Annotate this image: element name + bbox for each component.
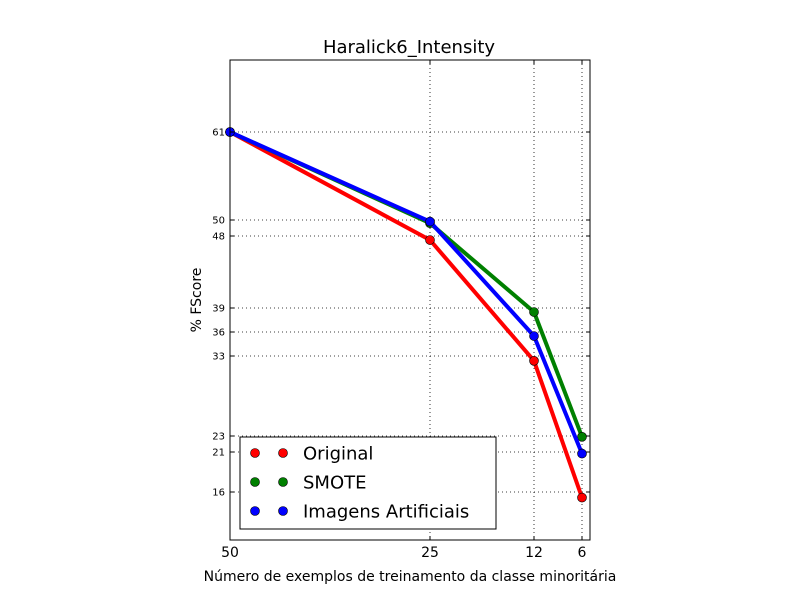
y-tick-label: 39 bbox=[212, 304, 225, 315]
y-tick-label: 33 bbox=[212, 352, 225, 363]
series-imagens-artificiais bbox=[225, 127, 587, 459]
legend-label: Imagens Artificiais bbox=[303, 502, 469, 523]
series-layer bbox=[225, 127, 587, 503]
x-tick-label: 50 bbox=[221, 545, 239, 561]
y-tick-label: 21 bbox=[212, 448, 225, 459]
y-tick-label: 16 bbox=[212, 488, 225, 499]
y-tick-label: 61 bbox=[212, 128, 225, 139]
legend-marker bbox=[278, 448, 288, 458]
legend-label: SMOTE bbox=[303, 473, 367, 494]
legend-item-smote: SMOTE bbox=[250, 473, 367, 494]
y-tick-label: 36 bbox=[212, 328, 225, 339]
legend-item-original: Original bbox=[250, 444, 373, 465]
legend-marker bbox=[278, 477, 288, 487]
plot-border bbox=[229, 59, 591, 541]
legend-label: Original bbox=[303, 444, 373, 465]
legend-entries: Original SMOTE Imagens Artificiais bbox=[250, 444, 469, 523]
data-point-original bbox=[529, 355, 539, 366]
data-point-imagens-artificiais bbox=[529, 331, 539, 341]
legend-marker bbox=[250, 477, 260, 487]
x-tick-label: 6 bbox=[578, 545, 587, 561]
legend-marker bbox=[278, 506, 288, 516]
x-tick-label: 12 bbox=[525, 545, 543, 561]
series-line-imagens-artificiais bbox=[229, 130, 584, 455]
y-axis-label: % FScore bbox=[189, 268, 205, 333]
tick-layer: 61 50 48 39 36 33 23 21 16 50 25 12 6 bbox=[212, 60, 590, 561]
data-point-imagens-artificiais bbox=[577, 448, 587, 459]
data-point-original bbox=[425, 235, 435, 245]
data-point-imagens-artificiais bbox=[425, 216, 435, 227]
legend-marker bbox=[250, 506, 260, 516]
legend: Original SMOTE Imagens Artificiais bbox=[239, 436, 497, 530]
y-tick-label: 23 bbox=[212, 432, 225, 443]
x-axis-label: Número de exemplos de treinamento da cla… bbox=[204, 569, 617, 585]
data-point-original bbox=[577, 492, 587, 503]
y-tick-label: 50 bbox=[212, 216, 225, 227]
x-tick-label: 25 bbox=[421, 545, 439, 561]
chart-title: Haralick6_Intensity bbox=[323, 37, 495, 58]
data-point-smote bbox=[529, 307, 539, 317]
data-point-smote bbox=[577, 431, 587, 442]
y-tick-label: 48 bbox=[212, 232, 225, 243]
series-line-original bbox=[229, 130, 584, 499]
legend-marker bbox=[250, 448, 260, 458]
legend-item-imagens-artificiais: Imagens Artificiais bbox=[250, 502, 469, 523]
